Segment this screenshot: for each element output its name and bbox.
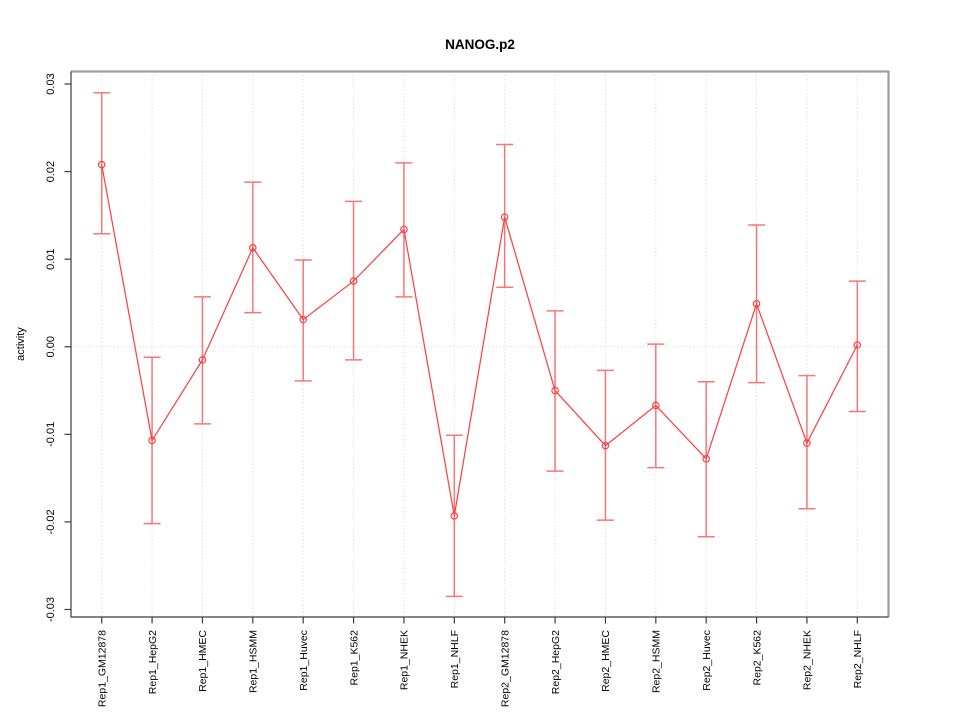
x-tick-label: Rep2_NHLF — [852, 630, 864, 688]
data-layer — [93, 92, 866, 598]
x-tick-label: Rep1_HMEC — [197, 630, 209, 692]
x-tick-label: Rep2_HepG2 — [550, 630, 562, 694]
y-tick-label: -0.02 — [45, 509, 57, 534]
x-tick-label: Rep2_GM12878 — [499, 630, 511, 707]
y-tick-label: -0.01 — [45, 422, 57, 447]
x-tick-label: Rep1_NHEK — [399, 630, 411, 690]
data-point — [299, 315, 307, 324]
data-point — [198, 356, 207, 364]
data-point — [853, 341, 862, 349]
x-tick-label: Rep2_NHEK — [802, 630, 814, 690]
x-tick-label: Rep1_Huvec — [298, 630, 310, 691]
x-tick-label: Rep2_K562 — [751, 630, 763, 686]
data-point — [249, 243, 257, 252]
data-point — [601, 441, 610, 450]
plot-border-top-right — [71, 70, 890, 617]
grid-layer — [71, 71, 889, 617]
series-line — [101, 164, 858, 516]
data-point — [702, 455, 710, 463]
chart-title: NANOG.p2 — [445, 37, 515, 52]
data-point — [349, 277, 358, 285]
plot-border-left-bottom — [70, 71, 889, 618]
x-tick-label: Rep2_HMEC — [600, 630, 612, 692]
data-point — [551, 386, 559, 395]
y-axis-label: activity — [15, 327, 27, 361]
data-point — [97, 160, 106, 169]
y-tick-label: 0.01 — [45, 248, 57, 269]
data-point — [400, 225, 408, 234]
data-point — [500, 213, 509, 221]
axes-layer: -0.03 -0.02 -0.01 0.00 0.01 0.02 0.03 Rep1_GM12… — [45, 70, 890, 707]
data-point — [148, 436, 156, 445]
data-point — [752, 300, 761, 308]
y-tick-label: -0.03 — [45, 597, 57, 622]
x-tick-label: Rep2_HSMM — [651, 630, 663, 693]
x-tick-label: Rep1_NHLF — [449, 630, 461, 688]
x-tick-label: Rep1_HSMM — [248, 630, 260, 693]
y-tick-label: 0.00 — [45, 336, 57, 357]
x-tick-label: Rep1_HepG2 — [147, 630, 159, 694]
data-point — [652, 401, 660, 410]
y-tick-label: 0.03 — [45, 73, 57, 94]
x-tick-label: Rep1_K562 — [348, 630, 360, 686]
data-point — [450, 511, 459, 520]
x-tick-label: Rep1_GM12878 — [97, 630, 109, 707]
data-point — [803, 439, 811, 447]
y-tick-label: 0.02 — [45, 161, 57, 182]
x-tick-label: Rep2_Huvec — [701, 630, 713, 691]
